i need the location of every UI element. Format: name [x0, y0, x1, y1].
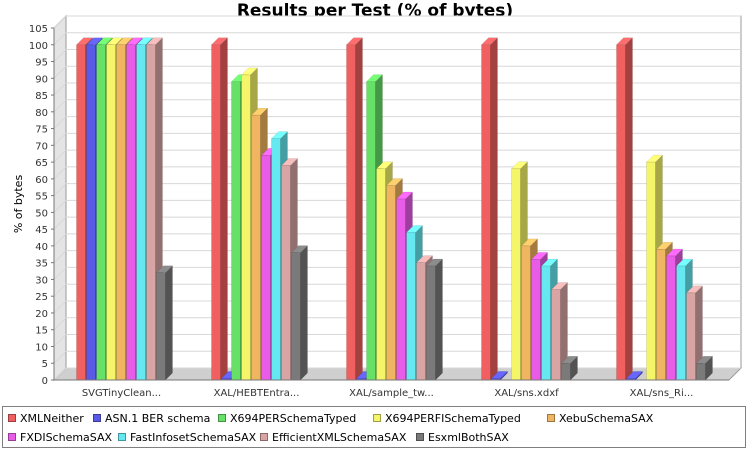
gridline-side [53, 250, 67, 264]
y-tick-label: 90 [35, 74, 48, 85]
legend-item: FastInfosetSchemaSAX [118, 429, 256, 445]
y-tick-label: 80 [35, 108, 48, 119]
legend-item: EfficientXMLSchemaSAX [260, 429, 406, 445]
plot-area: 0 5 10 15 20 25 30 35 40 45 50 55 60 65 70 75 80 85 90 95 10… [12, 14, 743, 399]
bars [75, 37, 714, 381]
x-tick-label: XAL/HEBTEntra... [214, 388, 300, 399]
gridline-side [53, 32, 67, 46]
x-tick-label: SVGTinyClean... [82, 388, 161, 399]
legend-label: EsxmlBothSAX [428, 430, 509, 444]
bar [290, 245, 309, 381]
bar [345, 37, 364, 381]
gridline-side [53, 116, 67, 129]
bar [560, 355, 579, 381]
legend-label: FastInfosetSchemaSAX [130, 430, 257, 444]
bar [480, 37, 499, 381]
x-tick-label: XAL/sns_Ri... [630, 388, 694, 399]
legend-item: XebuSchemaSAX [547, 410, 653, 426]
y-tick-label: 0 [42, 376, 48, 387]
bar [615, 37, 634, 381]
bar [695, 355, 714, 381]
y-tick-label: 55 [35, 192, 48, 203]
y-tick-label: 65 [35, 158, 48, 169]
y-tick-label: 50 [35, 208, 48, 219]
gridline-side [53, 267, 67, 280]
y-tick-label: 60 [35, 175, 48, 186]
bar [210, 37, 229, 381]
y-tick-label: 25 [35, 292, 48, 303]
gridline-side [53, 317, 67, 331]
gridline-side [53, 149, 67, 163]
y-tick-label: 75 [35, 125, 48, 136]
bar [425, 258, 444, 381]
y-tick-label: 15 [35, 326, 48, 337]
gridline-side [53, 300, 67, 314]
bar [155, 265, 174, 381]
legend-item: XMLNeither [8, 410, 84, 426]
gridline-side [53, 99, 67, 113]
y-tick-label: 105 [29, 24, 48, 35]
legend-swatch [547, 414, 555, 422]
legend-item: ASN.1 BER schema [93, 410, 210, 426]
legend-label: XebuSchemaSAX [559, 411, 654, 425]
y-tick-label: 30 [35, 275, 48, 286]
y-tick-label: 45 [35, 225, 48, 236]
legend-swatch [8, 433, 16, 441]
legend-label: X694PERFISchemaTyped [385, 411, 521, 425]
y-axis-label: % of bytes [12, 175, 25, 234]
y-tick-label: 35 [35, 259, 48, 270]
legend-label: ASN.1 BER schema [105, 411, 211, 425]
bar [490, 370, 509, 381]
gridline-side [53, 166, 67, 180]
gridline-side [53, 49, 67, 62]
y-tick-label: 85 [35, 91, 48, 102]
legend-item: FXDISchemaSAX [8, 429, 112, 445]
legend-swatch [260, 433, 268, 441]
legend-swatch [218, 414, 226, 422]
gridline-side [53, 233, 67, 247]
legend-swatch [8, 414, 16, 422]
legend-swatch [118, 433, 126, 441]
gridline-side [53, 350, 67, 364]
y-tick-label: 100 [29, 41, 48, 52]
legend: XMLNeither ASN.1 BER schema X694PERSchemaT… [2, 406, 746, 448]
legend-swatch [93, 414, 101, 422]
gridline-side [53, 216, 67, 230]
legend-label: XMLNeither [20, 411, 84, 425]
y-tick-label: 20 [35, 309, 48, 320]
legend-label: EfficientXMLSchemaSAX [272, 430, 407, 444]
gridline-side [53, 82, 67, 96]
gridline-side [53, 283, 67, 297]
gridline-side [53, 334, 67, 347]
gridline-side [53, 200, 67, 213]
legend-item: X694PERFISchemaTyped [373, 410, 521, 426]
plot-side-wall [53, 14, 67, 382]
legend-label: FXDISchemaSAX [20, 430, 113, 444]
legend-label: X694PERSchemaTyped [230, 411, 357, 425]
legend-item: EsxmlBothSAX [416, 429, 509, 445]
gridline-side [53, 183, 67, 196]
legend-swatch [416, 433, 424, 441]
gridline-side [53, 65, 67, 79]
gridline-side [53, 367, 67, 381]
x-tick-label: XAL/sns.xdxf [494, 388, 559, 399]
y-tick-label: 95 [35, 58, 48, 69]
y-tick-label: 5 [42, 359, 48, 370]
x-tick-label: XAL/sample_tw... [349, 388, 434, 399]
gridline-side [53, 132, 67, 146]
y-tick-label: 40 [35, 242, 48, 253]
y-tick-label: 70 [35, 141, 48, 152]
y-tick-label: 10 [35, 342, 48, 353]
gridline-side [53, 15, 67, 29]
legend-item: X694PERSchemaTyped [218, 410, 356, 426]
legend-swatch [373, 414, 381, 422]
